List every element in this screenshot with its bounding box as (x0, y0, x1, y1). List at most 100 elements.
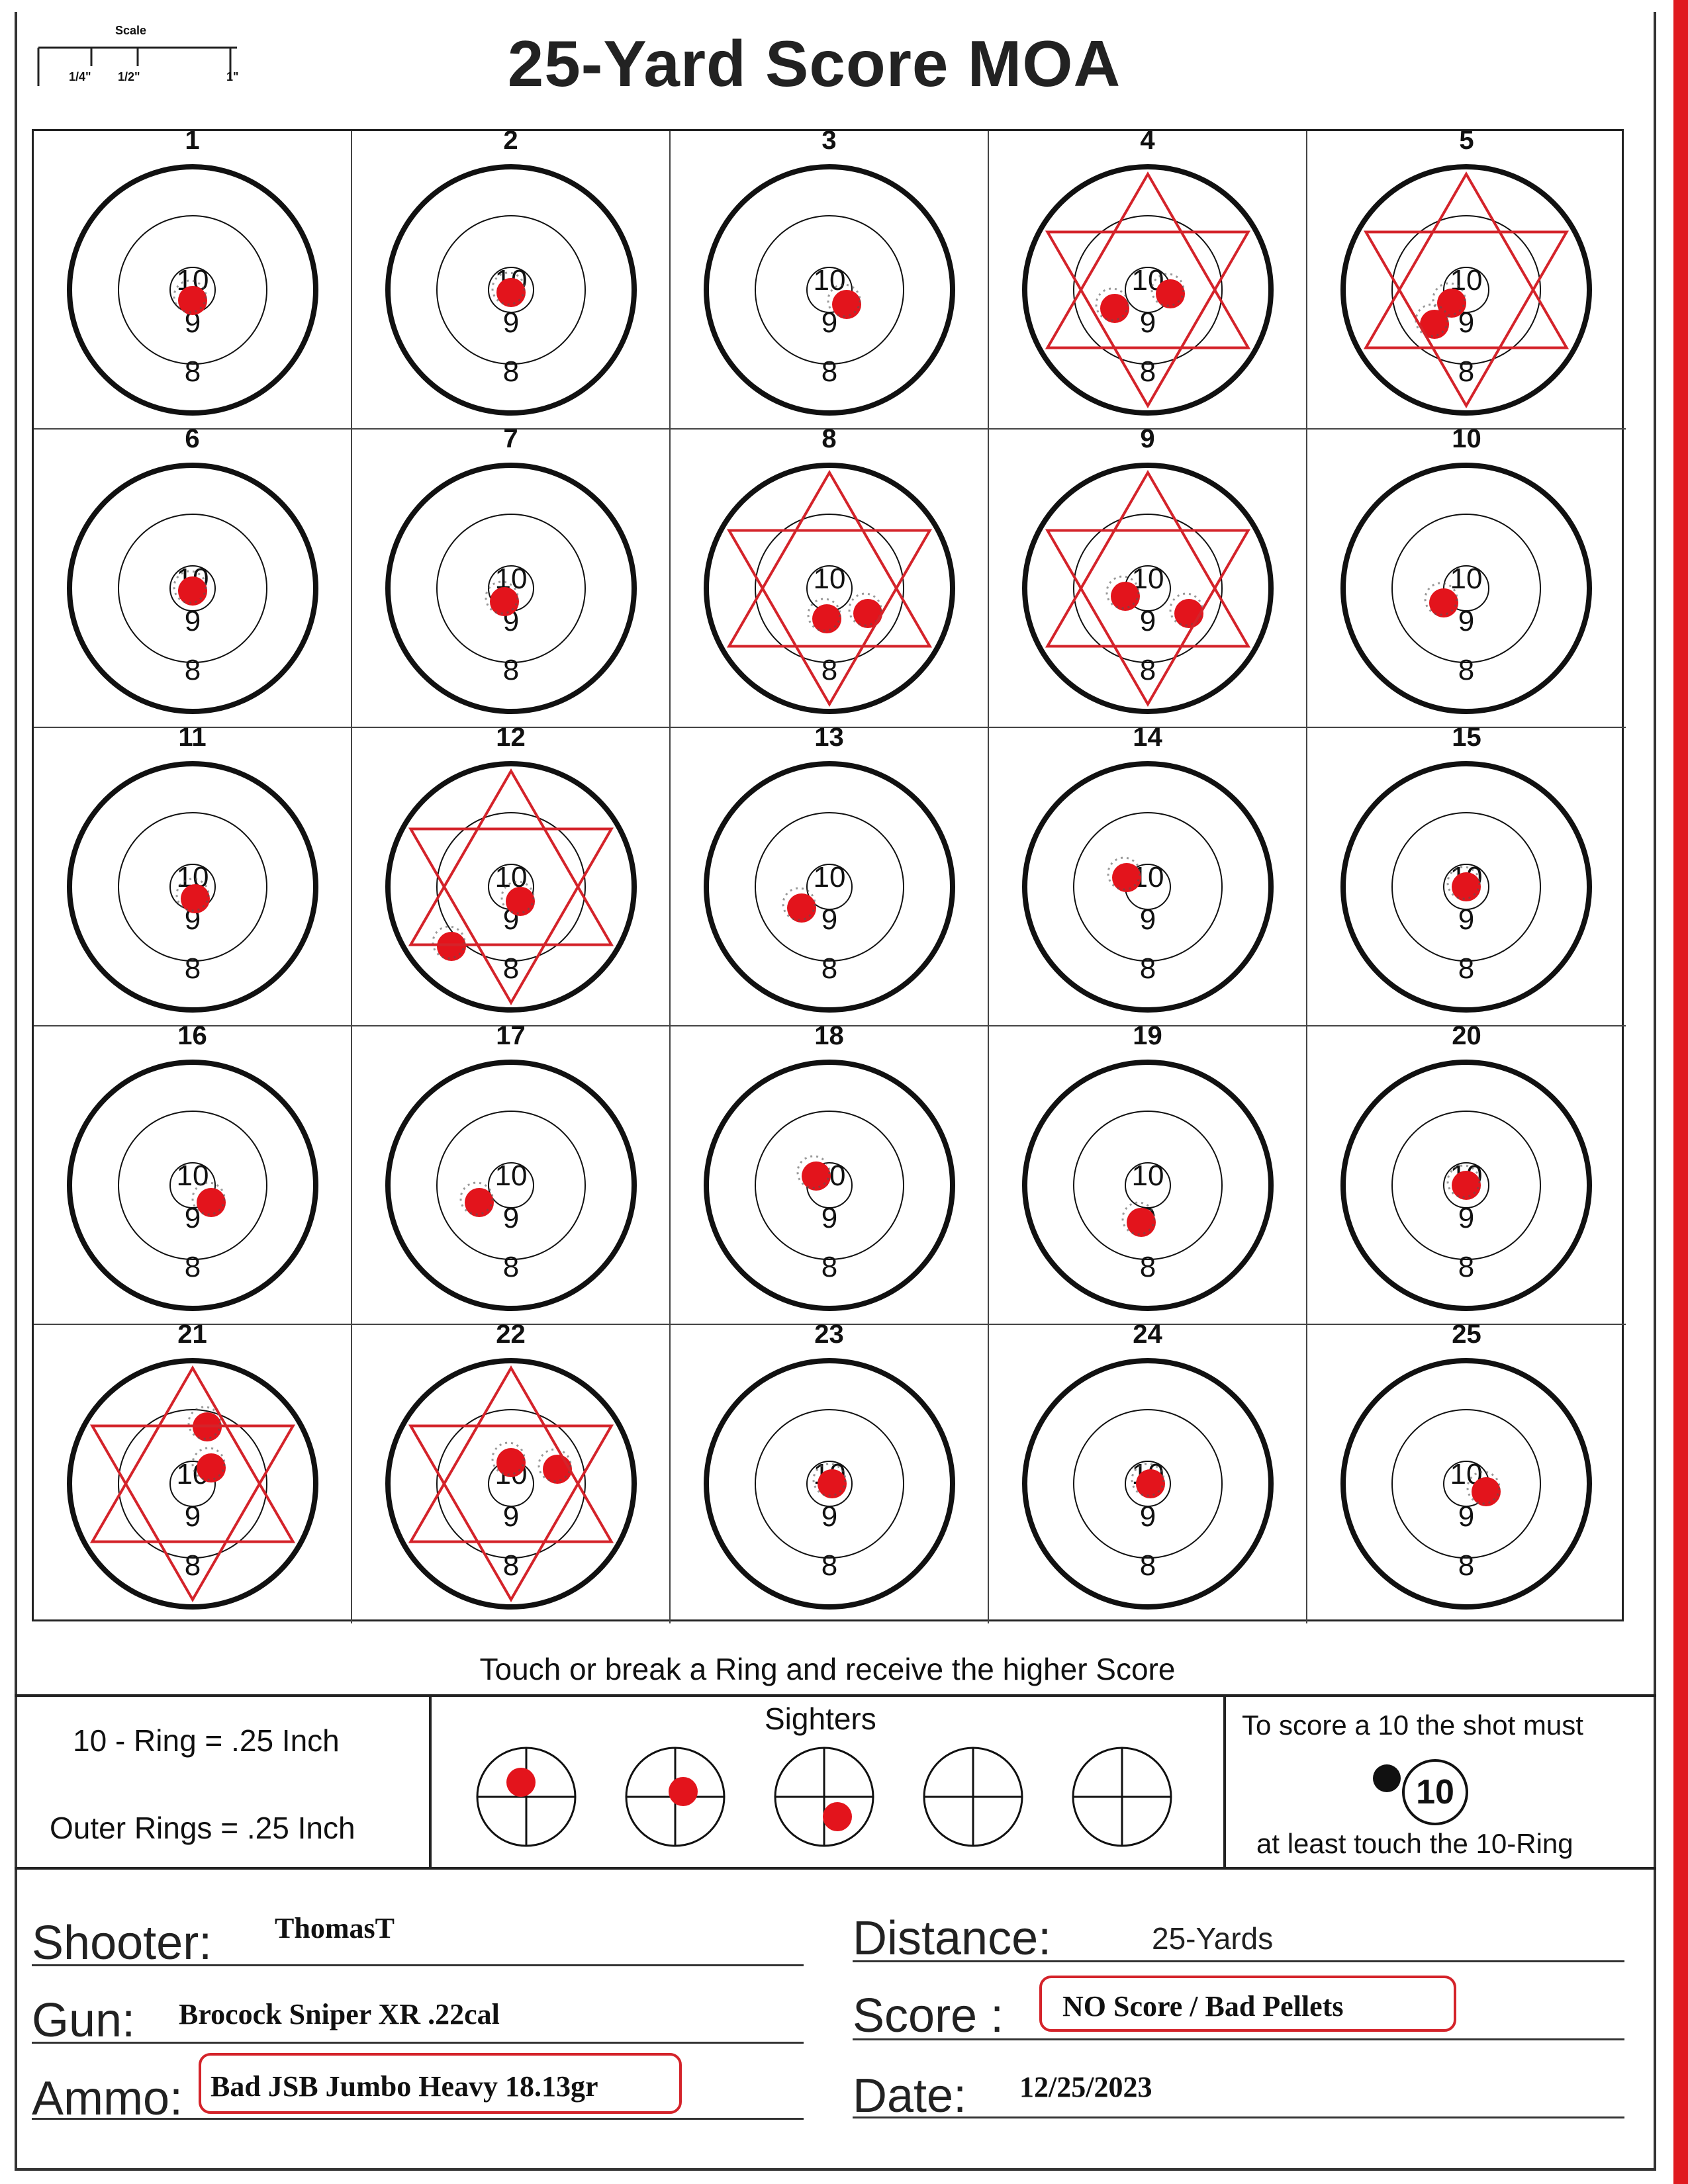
score-line (853, 2038, 1624, 2040)
ring-10 (806, 267, 853, 313)
ring-8-label: 8 (821, 1549, 837, 1582)
hole-edge (1466, 1471, 1501, 1505)
ring-8-label: 8 (821, 654, 837, 686)
star-mark-up (408, 768, 614, 946)
target-number: 7 (503, 424, 518, 453)
target-grid: 1098110982109831098410985109861098710988… (32, 126, 1626, 1623)
ring-8-label: 8 (185, 355, 201, 388)
ring-8-label: 8 (503, 355, 519, 388)
ring-9 (436, 1111, 586, 1260)
gun-value[interactable]: Brocock Sniper XR .22cal (179, 1998, 500, 2030)
ring-8 (704, 761, 955, 1013)
star-mark-up (1045, 470, 1251, 648)
target-number: 13 (814, 723, 844, 752)
shooter-label: Shooter: (32, 1917, 212, 1970)
score-value[interactable]: NO Score / Bad Pellets (1062, 1990, 1344, 2023)
ring-9 (1391, 1409, 1541, 1559)
pellet-hole (1111, 582, 1140, 611)
target-number: 9 (1140, 424, 1155, 453)
ring-10-label: 10 (1450, 563, 1483, 595)
ring-9 (436, 514, 586, 663)
star-mark-up (1045, 171, 1251, 349)
ring-8-label: 8 (1458, 654, 1474, 686)
ring-10-label: 10 (814, 563, 846, 595)
target-number: 1 (185, 126, 200, 155)
ring-9 (755, 1409, 904, 1559)
hole-edge (1432, 282, 1466, 316)
ring-8 (67, 164, 318, 416)
ring-10 (169, 1461, 216, 1507)
target-number: 20 (1452, 1021, 1481, 1050)
pellet-hole (1472, 1477, 1501, 1506)
pellet-hole (496, 1448, 526, 1477)
ring-9 (1391, 215, 1541, 365)
ring-9 (1391, 812, 1541, 962)
ring-9 (118, 812, 267, 962)
pellet-hole (506, 887, 535, 916)
ring-8 (1022, 761, 1274, 1013)
ring-8-label: 8 (1140, 654, 1156, 686)
target-number: 24 (1133, 1320, 1162, 1349)
hole-edge (1105, 575, 1140, 610)
ring-9 (755, 1111, 904, 1260)
ring-10-label: 10 (814, 264, 846, 296)
ring-8-label: 8 (821, 1251, 837, 1283)
ring-8 (1340, 463, 1592, 714)
date-label: Date: (853, 2070, 967, 2122)
ten-ring-badge: 10 (1402, 1759, 1468, 1825)
hole-edge (807, 598, 841, 632)
ring-8-label: 8 (185, 952, 201, 985)
pellet-hole (178, 576, 207, 606)
target-number: 19 (1133, 1021, 1162, 1050)
shooter-value[interactable]: ThomasT (275, 1912, 395, 1944)
target-number: 10 (1452, 424, 1481, 453)
hole-edge (1121, 1201, 1156, 1236)
ring-8 (1340, 164, 1592, 416)
ring-8 (1022, 463, 1274, 714)
sighter-hole (506, 1768, 536, 1797)
target-number: 4 (1140, 126, 1155, 155)
ring-9 (1391, 514, 1541, 663)
target-number: 22 (496, 1320, 526, 1349)
ammo-value[interactable]: Bad JSB Jumbo Heavy 18.13gr (211, 2070, 598, 2103)
hole-edge (1131, 1463, 1165, 1497)
ring-8 (67, 1060, 318, 1311)
ring-10-label: 10 (177, 1160, 209, 1192)
ring-9-label: 9 (821, 1202, 837, 1234)
target-number: 18 (814, 1021, 844, 1050)
scale-label: Scale (115, 24, 147, 37)
target-cell: 10986 (34, 424, 352, 728)
date-value[interactable]: 12/25/2023 (1019, 2071, 1152, 2103)
ring-8-label: 8 (503, 654, 519, 686)
ten-rule-bottom: at least touch the 10-Ring (1256, 1828, 1573, 1859)
score-highlight-box (1039, 1976, 1456, 2032)
star-mark-up (1363, 171, 1570, 349)
distance-value[interactable]: 25-Yards (1152, 1921, 1274, 1956)
ring-9-label: 9 (503, 306, 519, 339)
pellet-hole (1136, 1469, 1165, 1498)
hole-edge (173, 279, 207, 314)
ring-8 (704, 463, 955, 714)
ammo-highlight-box (199, 2053, 682, 2114)
ring-10 (1125, 1162, 1171, 1208)
ring-8-label: 8 (185, 654, 201, 686)
hole-edge (491, 271, 526, 306)
ring-8-label: 8 (1458, 1549, 1474, 1582)
ring-9 (1391, 1111, 1541, 1260)
hole-edge (175, 878, 210, 912)
ring-9 (118, 514, 267, 663)
hole-edge (827, 283, 861, 318)
hole-edge (187, 1406, 222, 1440)
ring-10 (806, 864, 853, 910)
ring-8-label: 8 (503, 952, 519, 985)
target-cell: 10 9 8 11 (34, 723, 352, 1026)
